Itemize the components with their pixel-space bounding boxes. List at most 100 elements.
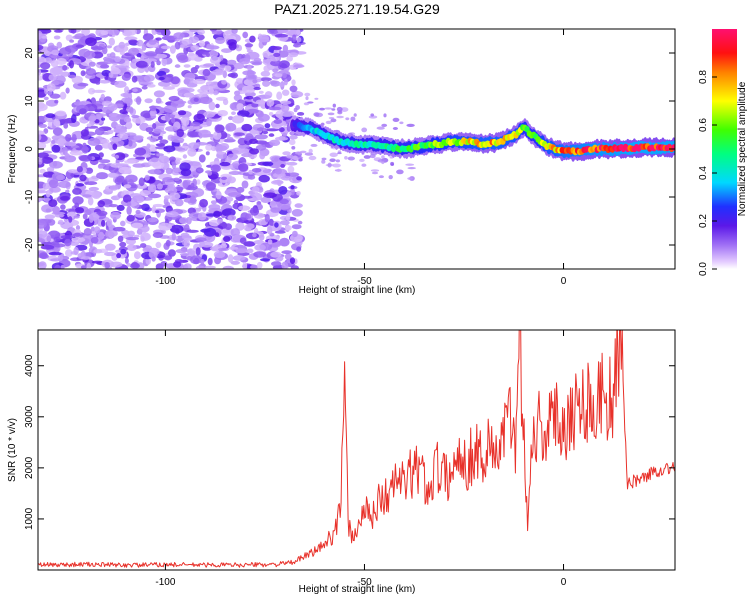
- spectrogram-cell: [163, 145, 176, 153]
- spectrogram-cell: [69, 60, 74, 69]
- spectrogram-cell: [340, 107, 349, 112]
- spectrogram-cell: [291, 209, 303, 217]
- spectrogram-cell: [121, 73, 131, 81]
- spectrogram-cell: [125, 236, 139, 241]
- spectrogram-cell: [159, 139, 169, 145]
- spectrogram-cell: [175, 159, 181, 165]
- spectrogram-cell: [54, 264, 62, 269]
- spectrogram-cell: [153, 128, 162, 134]
- spectrogram-cell: [114, 127, 127, 134]
- spectrogram-cell: [282, 72, 287, 79]
- spectrogram-cell: [106, 45, 113, 49]
- spectrogram-cell: [258, 174, 270, 183]
- spectrogram-cell: [274, 222, 279, 228]
- spectrogram-cell: [215, 190, 222, 200]
- spectrogram-cell: [262, 80, 271, 87]
- spectrogram-cell: [223, 236, 231, 242]
- spectrogram-cell: [231, 111, 236, 115]
- spectrogram-cell: [153, 53, 168, 59]
- spectrogram-cell: [87, 197, 94, 206]
- spectrogram-cell: [210, 200, 218, 205]
- spectrogram-cell: [187, 131, 198, 138]
- spectrogram-cell: [290, 185, 295, 190]
- spectrogram-cell: [96, 113, 107, 117]
- spectrogram-cell: [381, 123, 388, 127]
- spectrogram-cell: [51, 144, 61, 153]
- y-tick-label: 2000: [24, 456, 35, 479]
- spectrogram-cell: [274, 230, 286, 234]
- spectrogram-cell: [236, 103, 244, 111]
- spectrogram-cell: [285, 29, 299, 36]
- spectrogram-cell: [91, 260, 104, 264]
- spectrogram-cell: [45, 113, 56, 119]
- spectrogram-cell: [141, 85, 148, 90]
- spectrogram-cell: [184, 126, 195, 130]
- spectrogram-cell: [324, 107, 333, 110]
- spectrogram-cell: [115, 163, 129, 167]
- spectrogram-cell: [115, 124, 122, 130]
- spectrogram-cell: [122, 194, 132, 203]
- spectrogram-cell: [100, 93, 106, 100]
- spectrogram-cell: [189, 195, 197, 204]
- spectrogram-cell: [38, 142, 47, 150]
- spectrogram-cell: [198, 40, 206, 47]
- spectrogram-cell: [236, 186, 245, 193]
- spectrogram-cell: [46, 83, 56, 92]
- spectrogram-cell: [230, 228, 241, 237]
- spectrogram-cell: [253, 240, 265, 245]
- colorbar-ticks: 0.0 0.2 0.4 0.6 0.8: [698, 70, 717, 276]
- spectrogram-cell: [221, 208, 236, 217]
- spectrogram-cell: [254, 134, 268, 140]
- spectrogram-cell: [101, 117, 106, 121]
- spectrogram-cell: [183, 263, 192, 269]
- spectrogram-cell: [242, 85, 256, 94]
- spectrogram-cell: [48, 179, 59, 189]
- spectrogram-cell: [39, 238, 45, 243]
- spectrogram-cell: [353, 113, 357, 117]
- spectrogram-cell: [184, 72, 196, 81]
- spectrogram-cell: [38, 196, 46, 202]
- spectrogram-cell: [222, 98, 229, 106]
- spectrogram-cell: [288, 139, 296, 146]
- spectrogram-cell: [319, 107, 325, 111]
- spectrogram-cell: [165, 113, 171, 122]
- spectrogram-cell: [361, 127, 368, 133]
- spectrogram-cell: [162, 177, 174, 183]
- spectrogram-cell: [44, 214, 55, 220]
- spectrogram-cell: [85, 37, 97, 46]
- spectrogram-cell: [107, 29, 120, 36]
- spectrogram-cell: [38, 219, 47, 229]
- spectrogram-cell: [38, 123, 47, 128]
- spectrogram-cell: [107, 103, 118, 111]
- spectrogram-cell: [290, 91, 304, 98]
- spectrogram-cell: [54, 99, 59, 104]
- spectrogram-cell: [71, 237, 86, 243]
- spectrogram-cell: [200, 259, 205, 264]
- spectrogram-cell: [280, 220, 290, 226]
- spectrogram-cell: [148, 39, 157, 45]
- spectrogram-cell: [205, 213, 217, 217]
- spectrogram-cell: [80, 70, 86, 77]
- spectrogram-cell: [295, 151, 302, 155]
- spectrogram-cell: [205, 151, 210, 156]
- spectrogram-cell: [243, 241, 256, 247]
- spectrogram-cell: [290, 265, 299, 269]
- spectrogram-cell: [158, 155, 170, 164]
- spectrogram-cell: [112, 143, 118, 150]
- spectrogram-cell: [38, 130, 45, 135]
- spectrogram-cell: [91, 175, 98, 180]
- spectrogram-cell: [297, 112, 305, 116]
- spectrogram-cell: [59, 47, 72, 55]
- spectrogram-cell: [206, 118, 212, 127]
- spectrogram-cell: [152, 232, 164, 238]
- spectrogram-cell: [173, 32, 185, 40]
- spectrogram-cell: [325, 120, 332, 125]
- spectrogram-cell: [88, 61, 96, 67]
- spectrogram-cell: [174, 64, 181, 68]
- spectrogram-cell: [84, 181, 98, 186]
- spectrogram-cell: [296, 36, 302, 43]
- x-tick-label: 0: [561, 276, 567, 287]
- spectrogram-cell: [56, 41, 63, 49]
- spectrogram-cell: [248, 169, 254, 175]
